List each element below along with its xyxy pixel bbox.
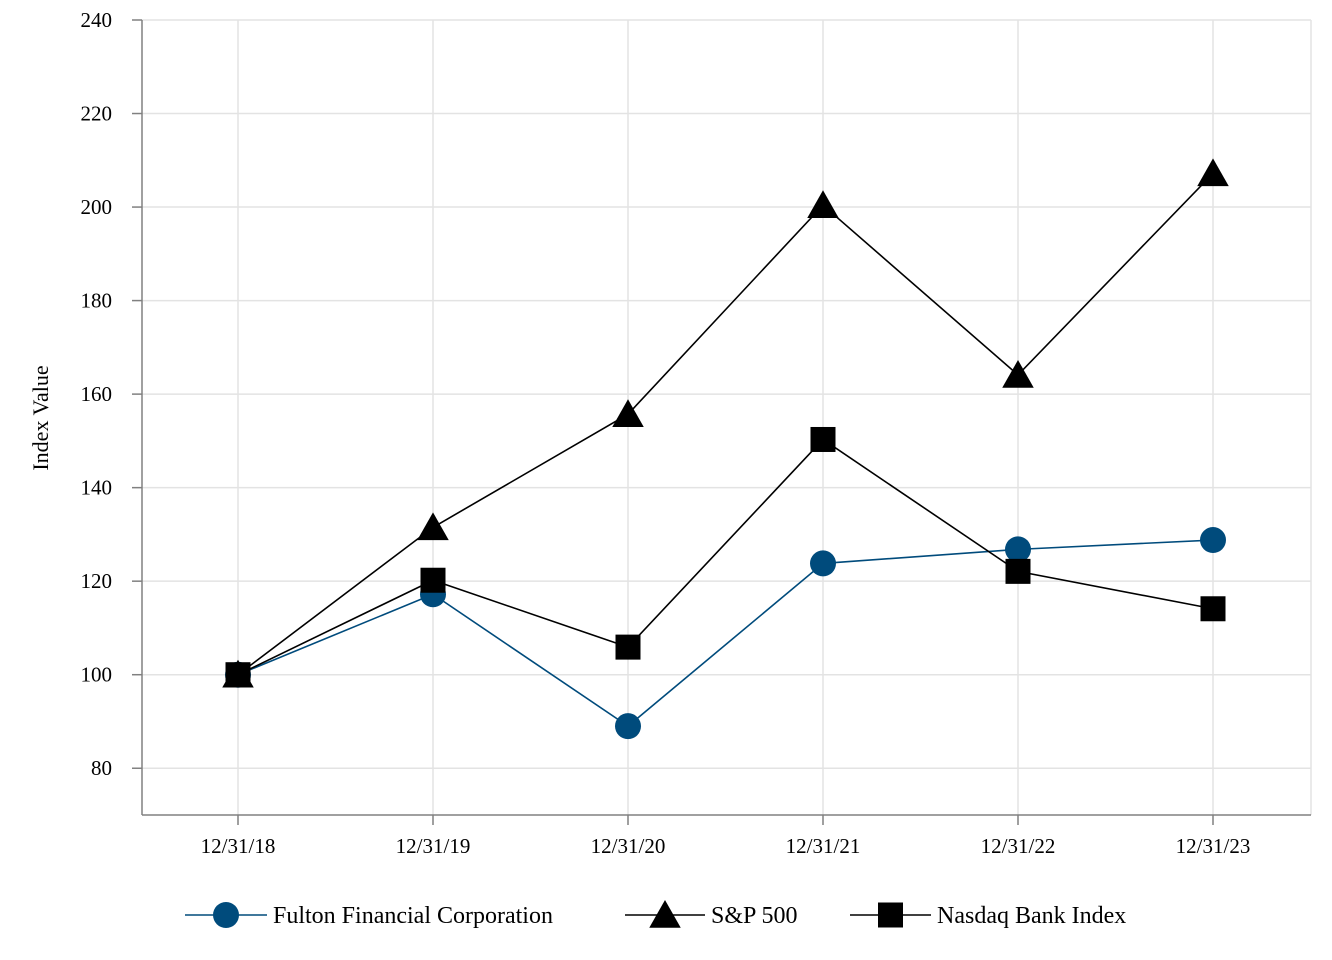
legend: Fulton Financial Corporation S&P 500 Nasda… bbox=[185, 900, 1126, 929]
data-point-circle bbox=[1200, 527, 1226, 554]
y-tick-label: 220 bbox=[81, 102, 113, 126]
series-line bbox=[237, 438, 1214, 676]
data-point-triangle bbox=[1002, 359, 1034, 388]
y-tick-label: 140 bbox=[81, 476, 113, 500]
x-tick-labels: 12/31/18 12/31/19 12/31/20 12/31/21 12/31/22… bbox=[201, 834, 1251, 858]
data-point-circle bbox=[810, 550, 836, 577]
x-tick-label: 12/31/18 bbox=[201, 834, 276, 858]
data-point-square bbox=[420, 567, 446, 593]
x-tick-label: 12/31/23 bbox=[1176, 834, 1251, 858]
legend-item: Nasdaq Bank Index bbox=[850, 902, 1126, 929]
y-tick-label: 160 bbox=[81, 382, 113, 406]
x-tick-label: 12/31/21 bbox=[786, 834, 861, 858]
data-point-circle bbox=[1005, 536, 1031, 563]
series-triangle bbox=[237, 172, 1214, 676]
data-point-square bbox=[1200, 596, 1226, 622]
axes bbox=[132, 19, 1311, 825]
data-point-circle bbox=[615, 713, 641, 740]
legend-label: Fulton Financial Corporation bbox=[273, 903, 553, 929]
data-point-triangle bbox=[1197, 158, 1229, 187]
legend-marker-triangle bbox=[649, 900, 681, 928]
data-point-square bbox=[1005, 558, 1031, 584]
series-square bbox=[237, 438, 1214, 676]
x-tick-label: 12/31/22 bbox=[981, 834, 1056, 858]
legend-marker-square bbox=[878, 902, 903, 928]
series-circle bbox=[237, 539, 1214, 728]
x-tick-label: 12/31/19 bbox=[396, 834, 471, 858]
series-markers-triangle bbox=[222, 158, 1229, 688]
data-point-triangle bbox=[417, 512, 449, 541]
series-layer bbox=[222, 158, 1229, 740]
grid bbox=[142, 19, 1312, 815]
y-tick-label: 180 bbox=[81, 289, 113, 313]
data-point-triangle bbox=[612, 399, 644, 427]
series-markers-square bbox=[225, 426, 1226, 688]
y-tick-label: 200 bbox=[81, 195, 113, 219]
legend-item: Fulton Financial Corporation bbox=[185, 902, 553, 929]
legend-label: S&P 500 bbox=[711, 903, 797, 929]
y-tick-label: 100 bbox=[81, 663, 113, 687]
series-line bbox=[237, 539, 1214, 728]
data-point-square bbox=[615, 634, 641, 660]
y-tick-label: 80 bbox=[91, 756, 112, 780]
series-line bbox=[237, 172, 1214, 676]
data-point-square bbox=[225, 662, 251, 688]
data-point-triangle bbox=[807, 190, 839, 218]
data-point-square bbox=[810, 426, 836, 452]
y-tick-label: 120 bbox=[81, 569, 113, 593]
y-tick-label: 240 bbox=[81, 8, 113, 32]
legend-marker-circle bbox=[213, 902, 239, 928]
series-markers-circle bbox=[225, 527, 1226, 740]
x-tick-label: 12/31/20 bbox=[591, 834, 666, 858]
y-tick-labels: 80 100 120 140 160 180 200 220 240 bbox=[81, 8, 113, 780]
legend-item: S&P 500 bbox=[625, 900, 797, 929]
legend-label: Nasdaq Bank Index bbox=[937, 903, 1126, 929]
y-axis-label: Index Value bbox=[28, 365, 53, 470]
